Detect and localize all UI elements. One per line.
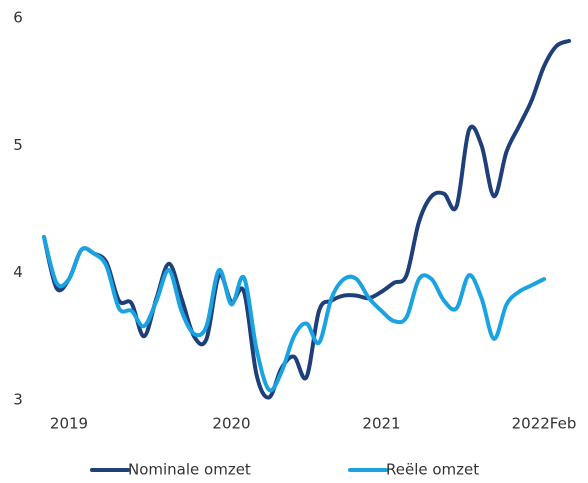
x-tick-label: 2022Feb	[512, 415, 577, 433]
y-tick-label: 5	[13, 136, 23, 154]
series-line	[42, 235, 546, 393]
x-tick-label: 2019	[50, 415, 88, 433]
y-tick-label: 4	[13, 263, 23, 281]
x-tick-label: 2021	[362, 415, 400, 433]
legend-label: Nominale omzet	[128, 461, 251, 479]
legend-label: Reële omzet	[386, 461, 479, 479]
series-line	[42, 38, 571, 400]
x-tick-label: 2020	[212, 415, 250, 433]
y-tick-label: 6	[13, 9, 23, 27]
y-tick-label: 3	[13, 391, 23, 409]
